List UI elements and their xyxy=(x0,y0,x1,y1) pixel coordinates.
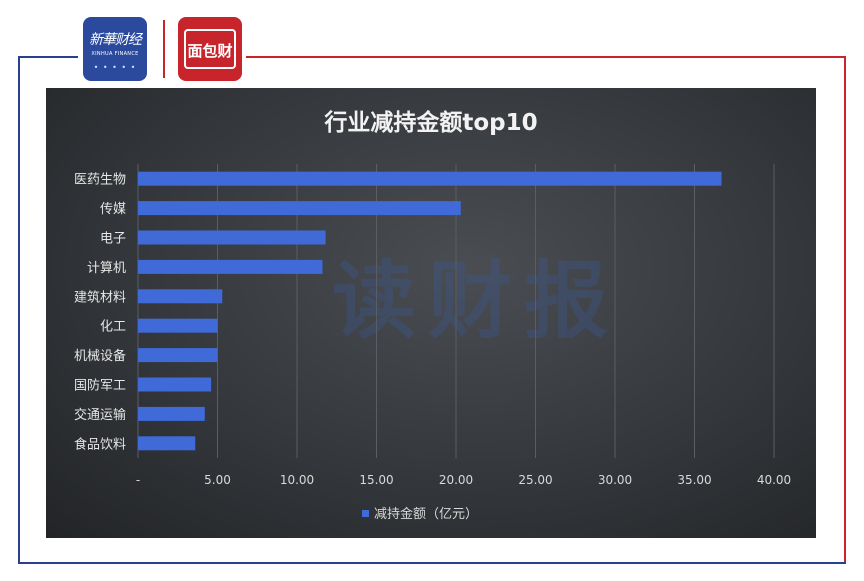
frame-top-left xyxy=(18,56,78,58)
legend-swatch xyxy=(362,510,369,517)
frame-left xyxy=(18,56,20,564)
category-label: 国防军工 xyxy=(74,378,126,394)
bar xyxy=(138,377,212,392)
bar xyxy=(138,259,323,274)
legend-label: 减持金额（亿元） xyxy=(374,506,478,522)
x-tick-label: 30.00 xyxy=(598,473,632,487)
x-tick-label: - xyxy=(136,473,140,487)
category-label: 化工 xyxy=(100,320,126,335)
mianbao-logo-text: 面包财经 xyxy=(184,29,236,100)
bar xyxy=(138,171,722,186)
xinhua-logo-dots-icon: • • • • • xyxy=(93,63,137,72)
x-tick-label: 20.00 xyxy=(439,473,473,487)
x-tick-label: 25.00 xyxy=(518,473,552,487)
frame-bottom xyxy=(18,562,846,564)
mianbao-finance-logo: 面包财经 xyxy=(178,17,242,100)
bar xyxy=(138,318,218,333)
x-tick-label: 35.00 xyxy=(677,473,711,487)
chart-panel: 读财报 行业减持金额top10 医药生物传媒电子计算机建筑材料化工机械设备国防军… xyxy=(46,88,816,538)
x-tick-label: 15.00 xyxy=(359,473,393,487)
x-tick-labels: - 5.00 10.00 15.00 20.00 25.00 30.00 35.00 40.00 xyxy=(136,473,791,487)
frame-right xyxy=(844,56,846,564)
category-label: 电子 xyxy=(100,232,126,247)
bar xyxy=(138,436,196,451)
watermark: 读财报 xyxy=(332,252,620,350)
bar xyxy=(138,289,223,304)
x-tick-label: 5.00 xyxy=(204,473,231,487)
category-label: 传媒 xyxy=(100,202,126,217)
category-label: 建筑材料 xyxy=(74,289,126,305)
xinhua-logo-cn: 新華财经 xyxy=(89,32,142,48)
bar xyxy=(138,406,205,421)
bar xyxy=(138,230,326,245)
x-tick-label: 10.00 xyxy=(280,473,314,487)
category-label: 食品饮料 xyxy=(74,436,126,452)
category-label: 机械设备 xyxy=(74,348,126,364)
chart-title: 行业减持金额top10 xyxy=(323,109,537,136)
bar xyxy=(138,348,218,363)
legend: 减持金额（亿元） xyxy=(362,506,478,522)
logo-divider xyxy=(163,20,165,78)
category-label: 计算机 xyxy=(87,261,126,276)
category-label: 医药生物 xyxy=(74,173,126,188)
xinhua-finance-logo: 新華财经 XINHUA FINANCE • • • • • xyxy=(83,17,147,81)
bar xyxy=(138,201,461,216)
x-tick-label: 40.00 xyxy=(757,473,791,487)
bar-chart: 读财报 行业减持金额top10 医药生物传媒电子计算机建筑材料化工机械设备国防军… xyxy=(74,109,791,522)
xinhua-logo-en: XINHUA FINANCE xyxy=(91,51,139,57)
bars xyxy=(138,171,722,451)
frame-top-right xyxy=(246,56,846,58)
category-label: 交通运输 xyxy=(74,407,126,423)
